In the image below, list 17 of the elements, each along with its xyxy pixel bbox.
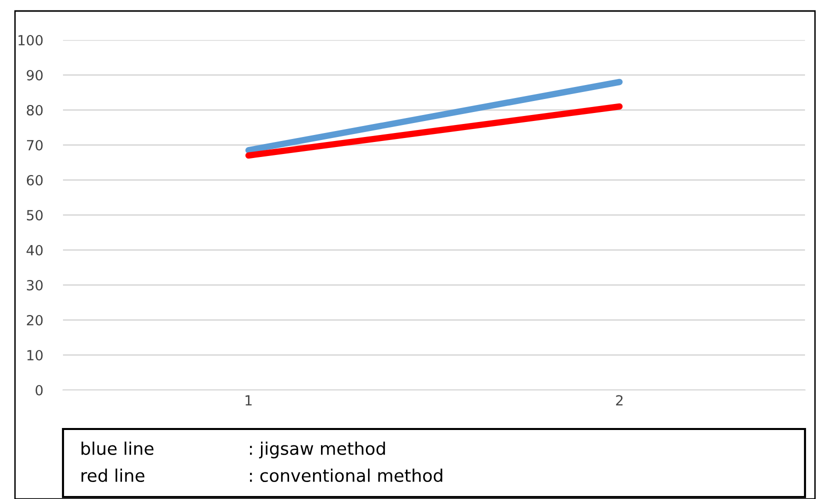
x-tick-label: 1: [246, 395, 252, 406]
y-tick-label: 50: [26, 210, 43, 220]
y-tick-label: 30: [26, 280, 43, 290]
y-tick-label: 40: [26, 244, 43, 256]
y-tick-label: 90: [26, 70, 43, 80]
x-tick-label: 2: [616, 395, 623, 406]
y-tick-label: 0: [36, 384, 43, 396]
text: blue line: [82, 442, 154, 456]
text: red line: [82, 468, 144, 482]
y-tick-label: 10: [27, 350, 43, 360]
y-tick-label: 80: [26, 104, 43, 116]
text: : jigsaw method: [250, 442, 385, 458]
y-tick-label: 100: [18, 34, 43, 46]
y-tick-label: 20: [26, 314, 43, 326]
y-tick-label: 60: [26, 174, 43, 186]
text: : conventional method: [250, 468, 442, 482]
y-tick-label: 70: [27, 140, 43, 150]
